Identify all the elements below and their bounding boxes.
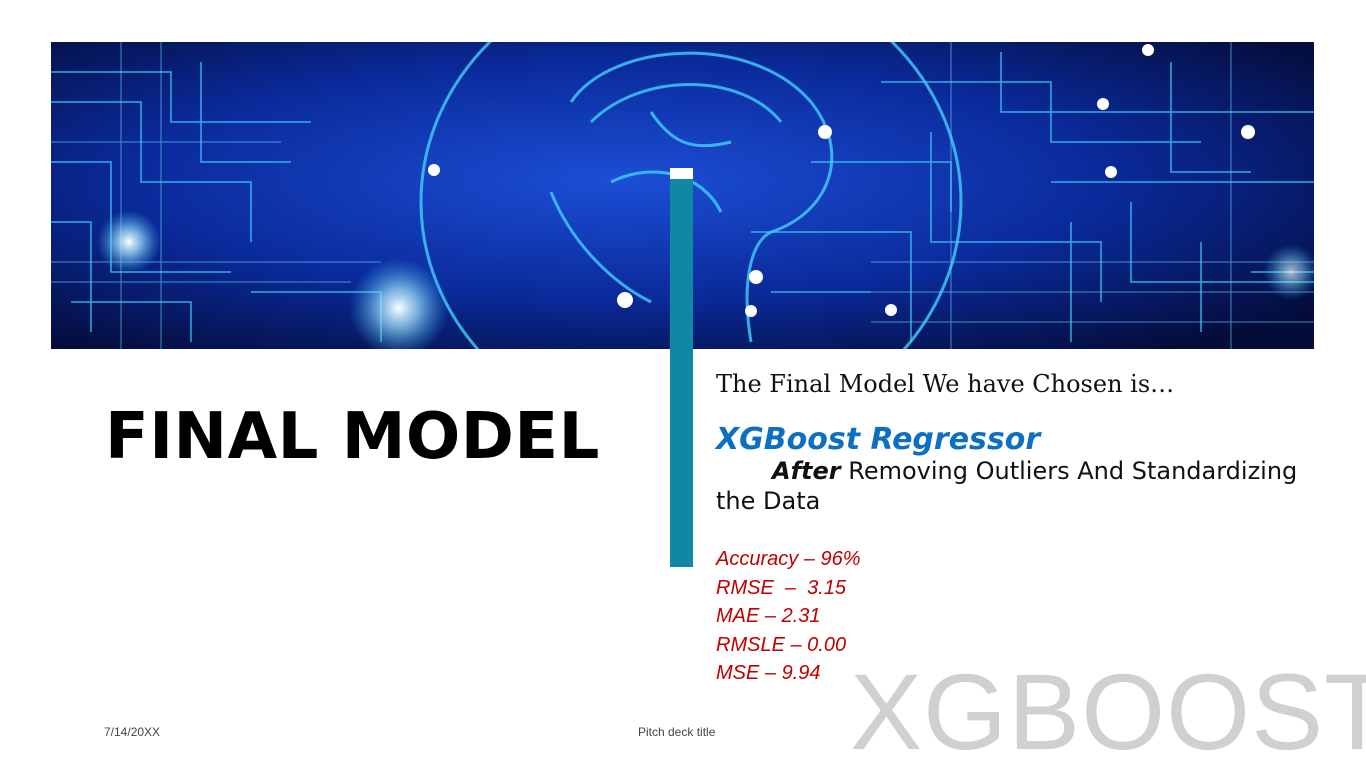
slide-subtitle: The Final Model We have Chosen is…: [716, 370, 1175, 398]
preprocessing-note: After Removing Outliers And Standardizin…: [716, 456, 1316, 516]
note-bold-word: After: [772, 457, 841, 485]
accent-bar-notch: [670, 168, 693, 179]
footer-date: 7/14/20XX: [104, 725, 161, 739]
watermark-text: XGBOOST: [850, 651, 1366, 772]
accent-bar: [670, 168, 693, 567]
model-name: XGBoost Regressor: [716, 422, 1041, 457]
slide-title: FINAL MODEL: [105, 400, 600, 474]
metric-rmsle: RMSLE – 0.00: [716, 633, 847, 656]
footer-title: Pitch deck title: [638, 725, 716, 739]
metrics-list: Accuracy – 96% RMSE – 3.15 MAE – 2.31 RM…: [716, 545, 861, 688]
metric-rmse: RMSE – 3.15: [716, 576, 847, 599]
note-line-2: the Data: [716, 487, 821, 515]
note-line-1-rest: Removing Outliers And Standardizing: [840, 457, 1298, 485]
metric-accuracy: Accuracy – 96%: [716, 548, 861, 570]
metric-mae: MAE – 2.31: [716, 605, 821, 627]
metric-mse: MSE – 9.94: [716, 662, 821, 684]
note-line-1: After Removing Outliers And Standardizin…: [716, 457, 1297, 485]
